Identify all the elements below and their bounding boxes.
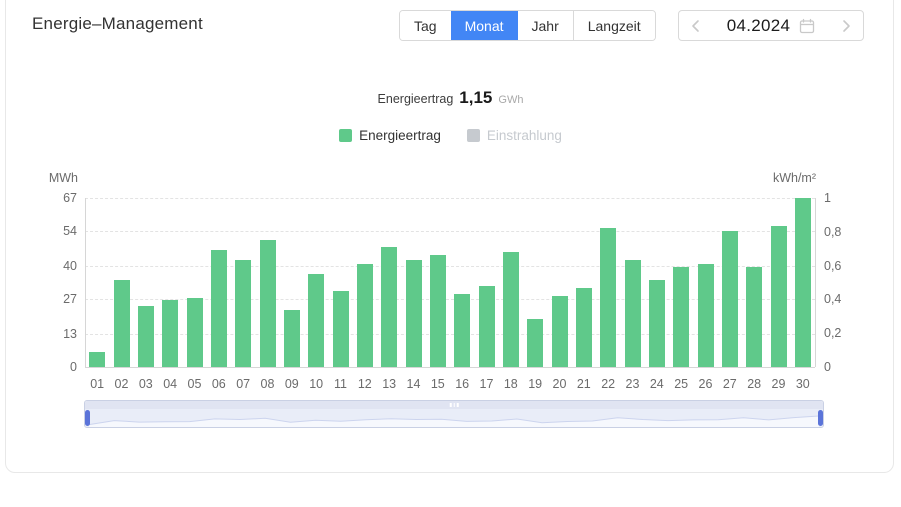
calendar-icon[interactable]	[799, 18, 815, 34]
datazoom-sparkline	[88, 415, 820, 427]
datazoom-right-handle[interactable]	[818, 410, 823, 426]
bar-28[interactable]	[746, 267, 763, 367]
chevron-left-icon	[692, 19, 699, 32]
bar-26[interactable]	[697, 263, 714, 367]
bar-27[interactable]	[721, 230, 738, 367]
bar-19[interactable]	[527, 319, 544, 367]
summary-value: 1,15	[459, 88, 493, 107]
summary-label: Energieertrag	[377, 92, 454, 106]
summary-line: Energieertrag 1,15 GWh	[0, 88, 901, 108]
bar-04[interactable]	[162, 300, 179, 367]
bar-22[interactable]	[600, 228, 617, 367]
bar-29[interactable]	[770, 225, 787, 367]
bar-13[interactable]	[381, 247, 398, 367]
date-value[interactable]: 04.2024	[726, 15, 791, 35]
chevron-right-icon	[843, 19, 850, 32]
bar-14[interactable]	[405, 259, 422, 367]
bar-11[interactable]	[332, 291, 349, 367]
bar-25[interactable]	[673, 267, 690, 367]
date-display: 04.2024	[727, 16, 816, 36]
datazoom-strip[interactable]	[85, 401, 823, 409]
date-picker: 04.2024	[678, 10, 864, 41]
bar-03[interactable]	[137, 306, 154, 367]
prev-period-button[interactable]	[689, 19, 703, 33]
tab-tag[interactable]: Tag	[400, 11, 451, 40]
bar-10[interactable]	[308, 273, 325, 367]
legend-item-energieertrag[interactable]: Energieertrag	[339, 128, 441, 143]
bar-06[interactable]	[210, 249, 227, 367]
datazoom-left-handle[interactable]	[85, 410, 90, 426]
tab-langzeit[interactable]: Langzeit	[572, 11, 655, 40]
datazoom-slider[interactable]	[84, 400, 824, 428]
bar-05[interactable]	[186, 297, 203, 367]
legend-item-einstrahlung[interactable]: Einstrahlung	[466, 128, 562, 143]
bar-07[interactable]	[235, 259, 252, 367]
chart-legend: Energieertrag Einstrahlung	[0, 128, 901, 143]
bar-20[interactable]	[551, 296, 568, 367]
energy-management-card	[5, 0, 894, 473]
bar-01[interactable]	[89, 351, 106, 367]
bar-30[interactable]	[794, 198, 811, 367]
tab-monat[interactable]: Monat	[450, 11, 518, 40]
bar-12[interactable]	[356, 263, 373, 367]
summary-unit: GWh	[498, 94, 524, 106]
bar-21[interactable]	[575, 287, 592, 367]
bar-08[interactable]	[259, 239, 276, 367]
legend-swatch-icon	[339, 129, 353, 142]
bar-09[interactable]	[283, 310, 300, 367]
bar-16[interactable]	[454, 293, 471, 367]
bar-23[interactable]	[624, 259, 641, 367]
datazoom-track[interactable]	[85, 409, 823, 427]
bar-17[interactable]	[478, 286, 495, 367]
bar-15[interactable]	[429, 254, 446, 367]
page-title: Energie–Management	[32, 14, 203, 33]
legend-swatch-icon	[466, 129, 480, 142]
view-period-tabs: Tag Monat Jahr Langzeit	[399, 10, 656, 41]
bar-24[interactable]	[648, 279, 665, 367]
datazoom-grip-icon[interactable]	[449, 403, 459, 407]
next-period-button[interactable]	[839, 19, 853, 33]
legend-label: Energieertrag	[359, 128, 441, 143]
legend-label: Einstrahlung	[486, 128, 562, 143]
bar-02[interactable]	[113, 279, 130, 367]
tab-jahr[interactable]: Jahr	[517, 11, 573, 40]
bar-18[interactable]	[502, 252, 519, 367]
